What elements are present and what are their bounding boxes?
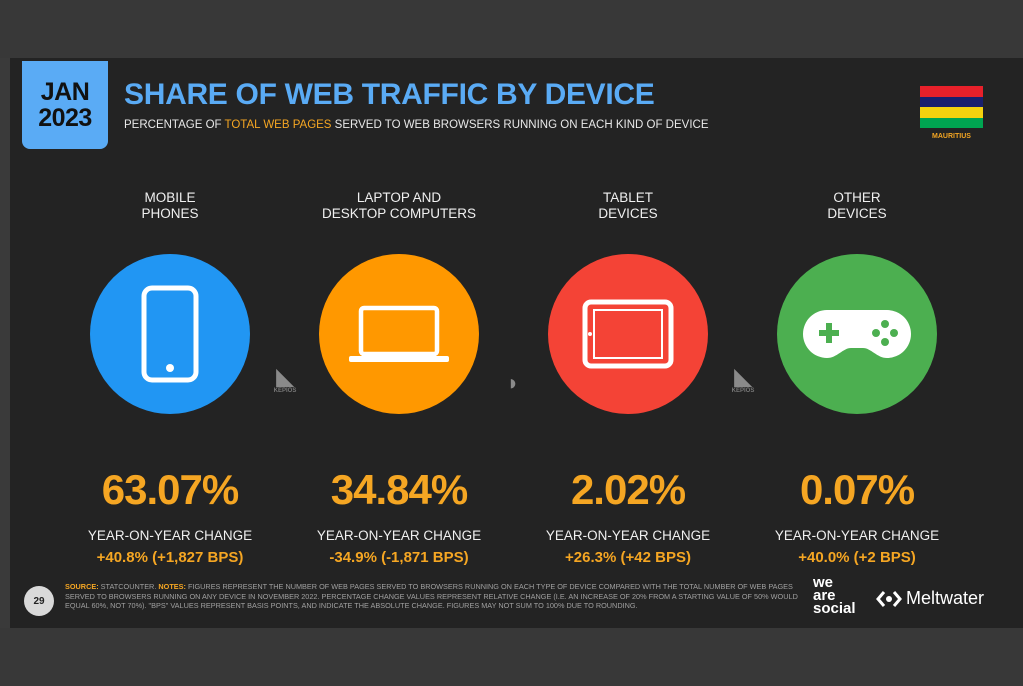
brand1-line2: are: [813, 587, 836, 604]
flag-stripe-blue: [920, 96, 983, 107]
device-circle: [319, 254, 479, 414]
yoy-label: YEAR-ON-YEAR CHANGE: [545, 528, 711, 543]
yoy-label: YEAR-ON-YEAR CHANGE: [774, 528, 940, 543]
device-label: MOBILE PHONES: [70, 190, 270, 224]
subtitle-post: SERVED TO WEB BROWSERS RUNNING ON EACH K…: [331, 119, 709, 131]
notes-label: NOTES:: [158, 582, 186, 591]
device-label-line1: LAPTOP AND: [356, 190, 442, 205]
top-bar: [0, 0, 1023, 58]
device-column-laptop: LAPTOP AND DESKTOP COMPUTERS 34.84% YEAR…: [299, 190, 499, 566]
date-year: 2023: [38, 104, 92, 132]
subtitle-pre: PERCENTAGE OF: [124, 119, 225, 131]
source-text: STATCOUNTER.: [98, 582, 159, 591]
date-month: JAN: [40, 78, 90, 106]
device-circle: [777, 254, 937, 414]
page-title: SHARE OF WEB TRAFFIC BY DEVICE: [124, 78, 655, 111]
device-label-line1: MOBILE: [144, 190, 196, 205]
kepios-watermark: ◣ KEPIOS: [728, 364, 758, 395]
yoy-value: +40.8% (+1,827 BPS): [96, 549, 244, 566]
yoy-label: YEAR-ON-YEAR CHANGE: [316, 528, 482, 543]
device-circle: [548, 254, 708, 414]
meltwater-logo: Meltwater: [876, 588, 984, 609]
footnote: SOURCE: STATCOUNTER. NOTES: FIGURES REPR…: [65, 582, 800, 611]
device-label-line2: DEVICES: [598, 206, 658, 221]
kepios-watermark-label: KEPIOS: [273, 388, 297, 394]
meltwater-text: Meltwater: [906, 588, 985, 608]
flag-stripe-yellow: [920, 107, 983, 118]
device-label: TABLET DEVICES: [528, 190, 728, 224]
game-controller-icon: [803, 310, 911, 358]
device-column-other: OTHER DEVICES 0.07% YEAR-ON-YEAR CHANGE …: [757, 190, 957, 566]
page-subtitle: PERCENTAGE OF TOTAL WEB PAGES SERVED TO …: [124, 119, 709, 131]
flag-stripe-red: [920, 86, 983, 97]
kepios-logo-icon: ◣: [276, 364, 294, 389]
tablet-icon: [582, 299, 674, 369]
device-share: 0.07%: [799, 466, 915, 513]
kepios-watermark-label: KEPIOS: [731, 388, 755, 394]
page-number: 29: [24, 586, 54, 616]
kepios-watermark: ◗: [498, 372, 528, 394]
kepios-watermark: ◣ KEPIOS: [270, 364, 300, 395]
device-label-line2: DEVICES: [827, 206, 887, 221]
yoy-value: +26.3% (+42 BPS): [565, 549, 691, 566]
device-label-line2: DESKTOP COMPUTERS: [321, 206, 477, 221]
date-badge: JAN 2023: [22, 61, 108, 149]
device-label-line2: PHONES: [141, 206, 199, 221]
notes-text: FIGURES REPRESENT THE NUMBER OF WEB PAGE…: [65, 582, 798, 610]
we-are-social-logo: we are social: [813, 574, 856, 617]
mobile-phone-icon: [141, 285, 199, 383]
device-column-mobile: MOBILE PHONES 63.07% YEAR-ON-YEAR CHANGE…: [70, 190, 270, 566]
kepios-logo-icon: ◣: [734, 364, 752, 389]
meltwater-mark-icon: [876, 590, 902, 607]
device-share: 63.07%: [101, 466, 239, 513]
device-label: OTHER DEVICES: [757, 190, 957, 224]
device-label-line1: TABLET: [602, 190, 653, 205]
device-circle: [90, 254, 250, 414]
device-label: LAPTOP AND DESKTOP COMPUTERS: [299, 190, 499, 224]
yoy-label: YEAR-ON-YEAR CHANGE: [87, 528, 253, 543]
kepios-d-logo-icon: ◗: [506, 370, 520, 395]
bottom-bar: [0, 628, 1023, 686]
brand1-line3: social: [813, 600, 856, 617]
mauritius-flag-icon: [920, 86, 983, 128]
device-share: 2.02%: [570, 466, 686, 513]
device-label-line1: OTHER: [833, 190, 881, 205]
flag-stripe-green: [920, 117, 983, 128]
device-share: 34.84%: [330, 466, 468, 513]
yoy-value: -34.9% (-1,871 BPS): [329, 549, 469, 566]
brand1-line1: we: [813, 574, 834, 591]
device-column-tablet: TABLET DEVICES 2.02% YEAR-ON-YEAR CHANGE…: [528, 190, 728, 566]
subtitle-highlight: TOTAL WEB PAGES: [224, 119, 332, 131]
yoy-value: +40.0% (+2 BPS): [798, 549, 916, 566]
flag-label: MAURITIUS: [932, 133, 971, 140]
source-label: SOURCE:: [65, 582, 99, 591]
laptop-icon: [349, 305, 449, 362]
